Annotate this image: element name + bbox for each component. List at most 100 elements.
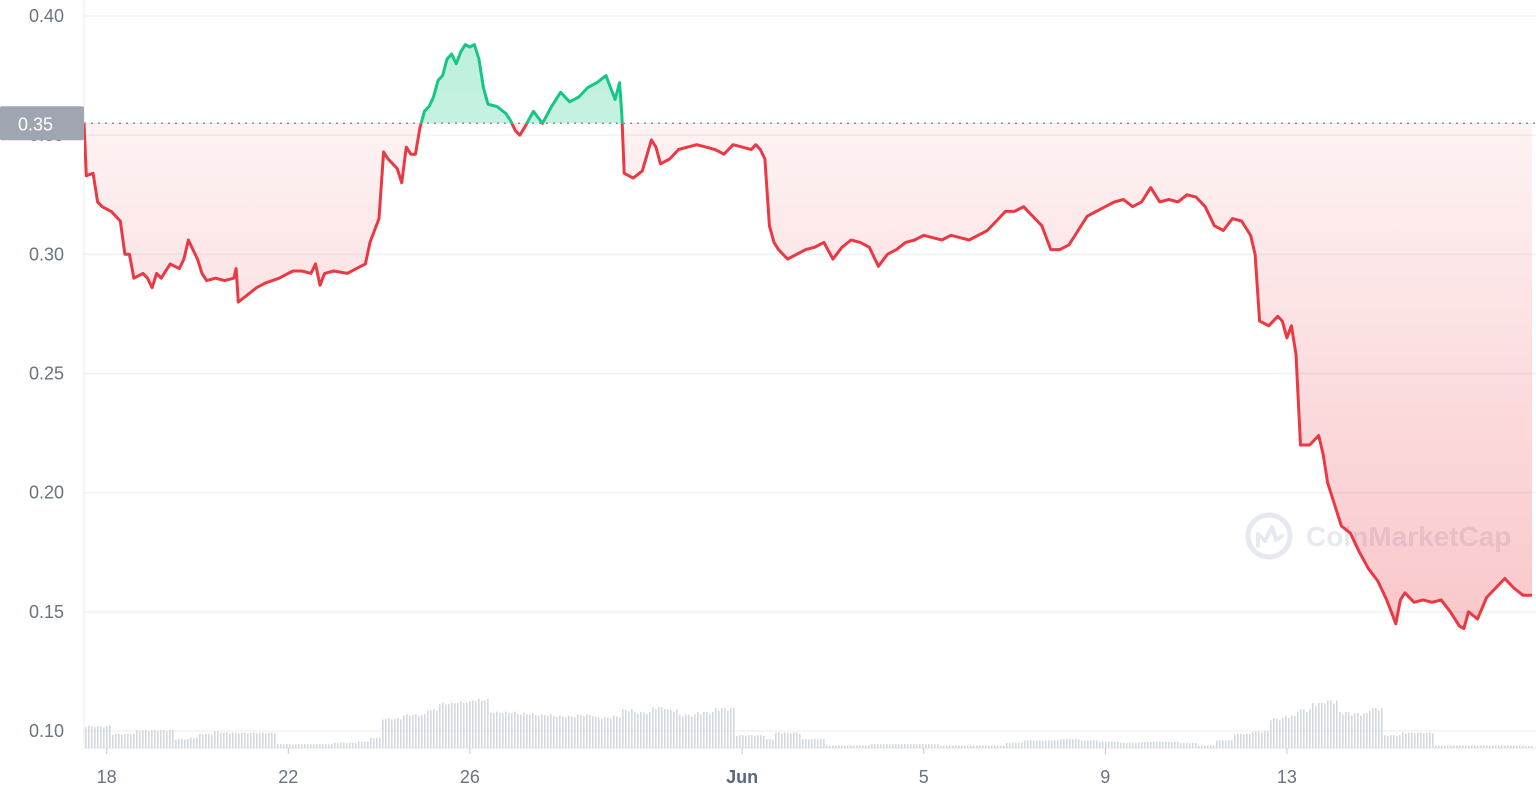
volume-bar — [1159, 741, 1161, 748]
volume-bar — [670, 709, 672, 748]
volume-bar — [1492, 745, 1494, 748]
volume-bar — [1501, 745, 1503, 748]
volume-bar — [970, 745, 972, 748]
volume-bar — [1477, 745, 1479, 748]
baseline-badge-bg — [0, 106, 84, 141]
volume-bar — [1015, 743, 1017, 748]
volume-bar — [97, 726, 99, 748]
volume-bar — [943, 745, 945, 748]
volume-bar — [307, 744, 309, 748]
volume-bar — [1294, 715, 1296, 748]
volume-bar — [1030, 740, 1032, 748]
volume-bar — [931, 744, 933, 748]
volume-bar — [370, 737, 372, 748]
volume-bar — [856, 745, 858, 748]
volume-bars — [85, 698, 1533, 748]
volume-bar — [1303, 709, 1305, 748]
volume-bar — [1459, 745, 1461, 748]
volume-bar — [1504, 745, 1506, 748]
volume-bar — [571, 716, 573, 748]
volume-bar — [208, 733, 210, 748]
volume-bar — [1519, 745, 1521, 748]
volume-bar — [1222, 740, 1224, 748]
volume-bar — [838, 745, 840, 748]
volume-bar — [1003, 745, 1005, 748]
volume-bar — [631, 709, 633, 748]
x-tick-label: 5 — [919, 767, 929, 787]
volume-bar — [85, 727, 87, 748]
volume-bar — [1009, 742, 1011, 748]
volume-bar — [1117, 741, 1119, 748]
volume-bar — [400, 719, 402, 748]
volume-bar — [790, 733, 792, 748]
volume-bar — [1369, 710, 1371, 748]
volume-bar — [160, 729, 162, 748]
volume-bar — [865, 745, 867, 748]
volume-bar — [262, 732, 264, 748]
volume-bar — [220, 732, 222, 748]
volume-bar — [385, 718, 387, 748]
volume-bar — [1429, 732, 1431, 748]
volume-bar — [598, 717, 600, 748]
volume-bar — [388, 718, 390, 748]
volume-bar — [1138, 742, 1140, 748]
volume-bar — [394, 719, 396, 748]
volume-bar — [196, 737, 198, 748]
volume-bar — [409, 715, 411, 748]
volume-bar — [292, 744, 294, 748]
volume-bar — [1312, 702, 1314, 748]
volume-bar — [250, 732, 252, 748]
volume-bar — [133, 733, 135, 748]
volume-bar — [436, 710, 438, 748]
volume-bar — [526, 714, 528, 748]
volume-bar — [1213, 745, 1215, 748]
volume-bar — [424, 714, 426, 748]
volume-bar — [634, 712, 636, 748]
volume-bar — [115, 733, 117, 748]
volume-bar — [496, 711, 498, 748]
volume-bar — [916, 744, 918, 748]
volume-bar — [100, 726, 102, 748]
volume-bar — [1423, 733, 1425, 748]
volume-bar — [688, 714, 690, 748]
volume-bar — [895, 744, 897, 748]
volume-bar — [907, 744, 909, 748]
volume-bar — [529, 714, 531, 748]
volume-bar — [94, 727, 96, 748]
volume-bar — [1171, 741, 1173, 748]
volume-bar — [1186, 742, 1188, 748]
volume-bar — [730, 708, 732, 748]
volume-bar — [1057, 740, 1059, 748]
volume-bar — [1507, 745, 1509, 748]
volume-bar — [1120, 742, 1122, 748]
volume-bar — [709, 714, 711, 748]
volume-bar — [244, 732, 246, 748]
volume-bar — [1207, 745, 1209, 748]
volume-bar — [1204, 745, 1206, 748]
volume-bar — [466, 703, 468, 748]
volume-bar — [880, 744, 882, 748]
volume-bar — [727, 710, 729, 748]
volume-bar — [1069, 739, 1071, 748]
x-tick-label: 9 — [1100, 767, 1110, 787]
volume-bar — [256, 733, 258, 748]
volume-bar — [430, 710, 432, 748]
volume-bar — [472, 700, 474, 748]
volume-bar — [778, 732, 780, 748]
volume-bar — [829, 745, 831, 748]
volume-bar — [628, 711, 630, 748]
volume-bar — [460, 701, 462, 748]
volume-bar — [277, 744, 279, 748]
volume-bar — [349, 742, 351, 748]
volume-bar — [439, 704, 441, 748]
volume-bar — [367, 741, 369, 748]
volume-bar — [211, 734, 213, 748]
volume-bar — [157, 731, 159, 748]
volume-bar — [1339, 711, 1341, 748]
volume-bar — [121, 734, 123, 748]
volume-bar — [1402, 732, 1404, 748]
volume-bar — [1324, 703, 1326, 748]
volume-bar — [1357, 713, 1359, 748]
volume-bar — [904, 744, 906, 748]
volume-bar — [106, 726, 108, 748]
